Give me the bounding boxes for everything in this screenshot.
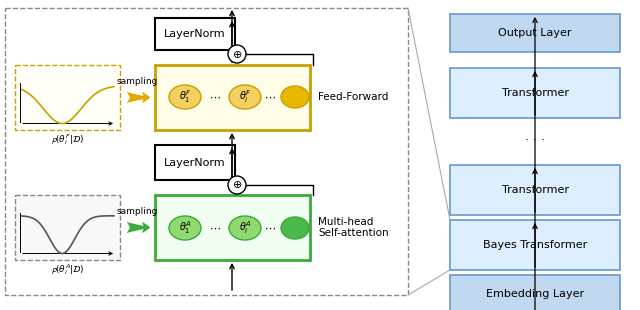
Text: $\theta_i^F$: $\theta_i^F$ (239, 89, 252, 105)
Text: $\cdots$: $\cdots$ (264, 223, 276, 233)
Text: Transformer: Transformer (502, 185, 568, 195)
Bar (450, 220, 620, 270)
Text: LayerNorm: LayerNorm (164, 29, 226, 39)
Text: Multi-head
Self-attention: Multi-head Self-attention (318, 217, 388, 238)
Text: $\theta_i^A$: $\theta_i^A$ (239, 219, 252, 237)
Ellipse shape (229, 216, 261, 240)
Text: $\oplus$: $\oplus$ (232, 179, 242, 191)
Text: $\cdots$: $\cdots$ (264, 92, 276, 102)
Bar (450, 275, 620, 310)
Text: $\oplus$: $\oplus$ (232, 48, 242, 60)
Text: Bayes Transformer: Bayes Transformer (483, 240, 587, 250)
Text: $\cdots$: $\cdots$ (209, 92, 221, 102)
Text: $\theta_1^A$: $\theta_1^A$ (179, 219, 191, 237)
Bar (15, 65, 120, 130)
Text: $\mathcal{p}(\theta_i^A|\mathcal{D})$: $\mathcal{p}(\theta_i^A|\mathcal{D})$ (51, 262, 84, 277)
Text: Output Layer: Output Layer (499, 28, 572, 38)
Bar (155, 145, 235, 180)
Bar (450, 14, 620, 52)
Text: sampling: sampling (117, 206, 158, 215)
Text: $\theta_1^F$: $\theta_1^F$ (179, 89, 191, 105)
Bar (450, 165, 620, 215)
Ellipse shape (169, 85, 201, 109)
Text: Feed-Forward: Feed-Forward (318, 92, 388, 103)
Ellipse shape (229, 85, 261, 109)
Text: Embedding Layer: Embedding Layer (486, 289, 584, 299)
Text: sampling: sampling (117, 77, 158, 86)
Bar (450, 68, 620, 118)
Text: Transformer: Transformer (502, 88, 568, 98)
Bar (15, 195, 120, 260)
Circle shape (228, 176, 246, 194)
Text: $\cdots$: $\cdots$ (209, 223, 221, 233)
Text: · · ·: · · · (525, 134, 545, 147)
Bar (5, 8, 408, 295)
Bar (155, 65, 310, 130)
Text: $\mathcal{p}(\theta_i^F|\mathcal{D})$: $\mathcal{p}(\theta_i^F|\mathcal{D})$ (51, 132, 84, 147)
Ellipse shape (281, 86, 309, 108)
Ellipse shape (281, 217, 309, 239)
Bar (155, 195, 310, 260)
Text: LayerNorm: LayerNorm (164, 157, 226, 167)
Circle shape (228, 45, 246, 63)
Bar (155, 18, 235, 50)
Ellipse shape (169, 216, 201, 240)
